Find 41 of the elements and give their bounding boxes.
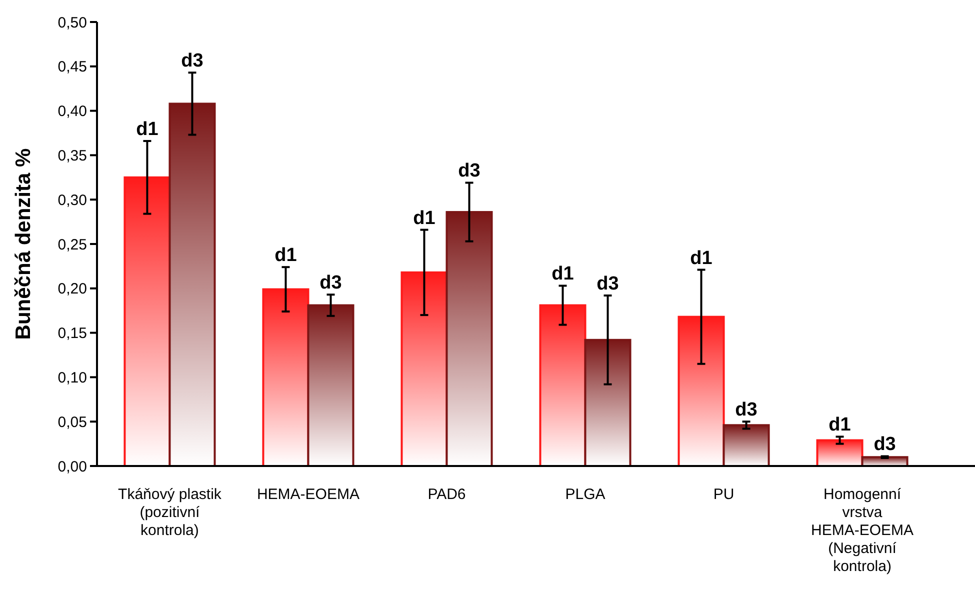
series-label: d1	[828, 414, 852, 436]
text: d3	[735, 400, 758, 421]
y-tick-label: 0,15	[58, 325, 87, 342]
series-label: d3	[874, 434, 896, 456]
y-tick-label: 0,25	[58, 236, 87, 254]
y-tick-label: 0,05	[58, 414, 87, 431]
y-tick-label: 0,45	[58, 58, 87, 76]
bar	[584, 338, 632, 467]
bar	[678, 316, 725, 467]
y-tick-label: 0,00	[58, 458, 87, 476]
x-tick-label: Homogenní vrstva HEMA-EOEMA (Negativní kontrola)	[811, 486, 914, 575]
bar	[446, 211, 493, 467]
bar	[400, 271, 448, 467]
text: d3	[320, 272, 342, 294]
bar	[124, 176, 171, 467]
x-tick-label: PAD6	[428, 486, 466, 503]
text: d3	[458, 160, 480, 182]
y-axis-title: Buněčná denzita %	[12, 148, 35, 340]
text: d1	[413, 208, 436, 229]
text: d1	[552, 264, 574, 285]
text: d1	[136, 118, 158, 140]
bar	[539, 304, 586, 467]
y-tick-label: 0,20	[58, 280, 87, 298]
bar	[262, 288, 310, 467]
y-tick-label: 0,50	[58, 14, 87, 32]
x-tick-label: HEMA-EOEMA	[256, 486, 360, 503]
y-tick-label: 0,10	[58, 369, 87, 386]
y-tick-label: 0,30	[58, 192, 87, 209]
bar	[816, 439, 864, 467]
x-tick-label: Tkáňový plastik (pozitivní kontrola)	[118, 486, 222, 539]
text: d1	[690, 248, 712, 269]
bar	[307, 304, 354, 467]
y-tick-label: 0,35	[58, 147, 87, 164]
bar	[722, 424, 770, 467]
x-tick-label: PU	[713, 486, 734, 503]
text: d3	[181, 50, 204, 72]
text: d1	[274, 245, 297, 266]
x-tick-label: PLGA	[565, 486, 606, 503]
bar	[168, 102, 216, 467]
text: d3	[596, 274, 619, 295]
y-tick-label: 0,40	[58, 103, 87, 120]
